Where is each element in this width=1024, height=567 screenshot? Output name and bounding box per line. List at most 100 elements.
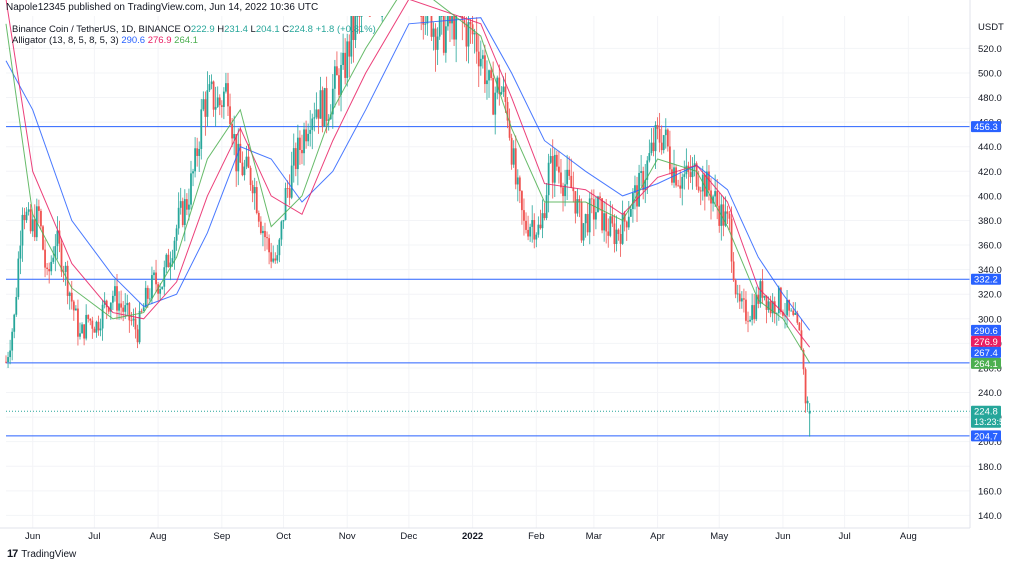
y-tick-label: 420.0 bbox=[978, 167, 1002, 178]
y-tick-label: 300.0 bbox=[978, 314, 1002, 325]
candle-body bbox=[144, 287, 147, 308]
candle-body bbox=[309, 129, 312, 134]
candle-body bbox=[695, 163, 698, 187]
candle-body bbox=[52, 257, 55, 262]
candle-body bbox=[360, 16, 363, 17]
candle-body bbox=[543, 213, 546, 219]
candle-body bbox=[231, 123, 233, 139]
candle-body bbox=[761, 281, 764, 298]
candle-body bbox=[601, 198, 603, 231]
candle-body bbox=[689, 172, 692, 178]
candle-body bbox=[625, 221, 628, 228]
candle-body bbox=[786, 299, 788, 316]
candle-body bbox=[658, 128, 661, 143]
candle-body bbox=[508, 120, 511, 138]
candle-body bbox=[274, 258, 277, 261]
candle-body bbox=[681, 176, 684, 189]
candle-body bbox=[311, 118, 314, 130]
candle-body bbox=[305, 129, 307, 142]
candle-body bbox=[551, 156, 554, 183]
candle-body bbox=[662, 135, 665, 151]
candle-body bbox=[105, 300, 108, 308]
candle-body bbox=[749, 319, 751, 322]
candle-body bbox=[188, 204, 190, 210]
candle-body bbox=[134, 318, 137, 330]
candle-body bbox=[319, 90, 322, 119]
candle-body bbox=[381, 16, 384, 17]
candle-body bbox=[146, 287, 149, 299]
candle-body bbox=[11, 331, 14, 351]
candle-body bbox=[541, 213, 544, 229]
candle-body bbox=[124, 305, 127, 312]
candle-body bbox=[697, 186, 700, 191]
candle-body bbox=[243, 166, 246, 176]
candle-body bbox=[578, 199, 581, 203]
candle-body bbox=[253, 187, 256, 194]
candle-body bbox=[165, 254, 168, 268]
candle-body bbox=[553, 154, 556, 183]
candle-body bbox=[120, 303, 123, 308]
alligator-badge-text: 276.9 bbox=[974, 337, 998, 348]
candle-body bbox=[183, 199, 186, 226]
candle-body bbox=[568, 169, 571, 176]
candle-body bbox=[185, 199, 188, 210]
tradingview-logo[interactable]: 17 TradingView bbox=[7, 548, 76, 560]
jaw-value: 290.6 bbox=[121, 35, 146, 46]
candle-body bbox=[745, 299, 747, 321]
candle-body bbox=[726, 211, 729, 214]
candle-body bbox=[590, 198, 593, 200]
candle-body bbox=[440, 16, 443, 17]
price-axis: USDT140.0160.0180.0200.0220.0240.0260.02… bbox=[969, 0, 1004, 528]
candle-body bbox=[296, 137, 299, 170]
candle-body bbox=[796, 313, 799, 323]
candle-body bbox=[280, 221, 283, 240]
candle-body bbox=[216, 97, 219, 107]
candle-body bbox=[531, 220, 534, 227]
candle-body bbox=[539, 224, 542, 229]
candle-body bbox=[169, 262, 172, 268]
candle-body bbox=[95, 321, 98, 333]
y-tick-label: 140.0 bbox=[978, 511, 1002, 522]
candle-body bbox=[140, 310, 143, 312]
y-tick-label: 240.0 bbox=[978, 388, 1002, 399]
candle-body bbox=[469, 21, 472, 25]
x-tick-label: May bbox=[710, 531, 728, 542]
candle-body bbox=[740, 298, 743, 302]
candle-body bbox=[48, 268, 51, 272]
candle-body bbox=[340, 64, 342, 95]
candle-body bbox=[782, 311, 784, 316]
candle-body bbox=[173, 240, 176, 259]
candle-body bbox=[669, 146, 671, 170]
close-label: C bbox=[282, 24, 290, 35]
candle-body bbox=[656, 124, 659, 129]
candle-body bbox=[615, 229, 618, 244]
candle-body bbox=[31, 219, 34, 232]
candle-body bbox=[560, 172, 562, 188]
candle-body bbox=[675, 167, 677, 186]
candle-body bbox=[751, 305, 754, 320]
candle-body bbox=[722, 204, 725, 226]
candle-body bbox=[111, 295, 114, 303]
candle-body bbox=[17, 258, 20, 297]
candle-body bbox=[771, 301, 774, 314]
candle-body bbox=[788, 299, 791, 311]
candle-body bbox=[177, 207, 180, 229]
y-tick-label: 180.0 bbox=[978, 462, 1002, 473]
candle-body bbox=[510, 137, 513, 165]
candle-body bbox=[9, 350, 12, 358]
candle-body bbox=[196, 148, 199, 156]
candle-body bbox=[463, 20, 466, 24]
candle-body bbox=[564, 184, 566, 197]
candle-body bbox=[151, 275, 153, 299]
tradingview-brand: TradingView bbox=[21, 548, 77, 560]
candle-body bbox=[83, 324, 86, 339]
candle-body bbox=[523, 210, 525, 221]
candle-body bbox=[562, 187, 564, 197]
candle-body bbox=[699, 190, 702, 192]
candle-body bbox=[607, 231, 610, 236]
candle-body bbox=[208, 84, 211, 91]
horizontal-levels bbox=[6, 126, 970, 437]
candle-body bbox=[56, 230, 59, 247]
